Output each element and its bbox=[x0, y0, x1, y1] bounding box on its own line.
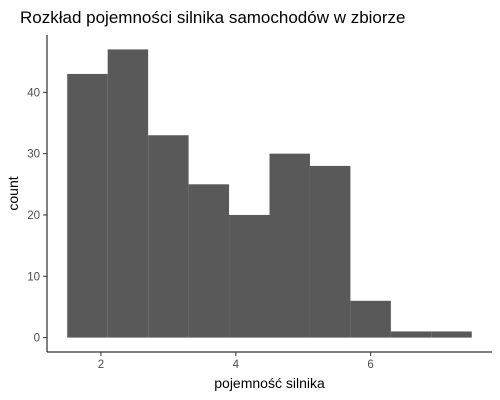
y-tick-label: 30 bbox=[27, 149, 40, 161]
histogram-bar bbox=[390, 331, 432, 338]
histogram-bar bbox=[107, 49, 149, 338]
y-tick-label: 40 bbox=[27, 87, 40, 99]
y-tick-label: 10 bbox=[27, 271, 40, 283]
histogram-bar bbox=[269, 153, 310, 338]
histogram-bar bbox=[229, 214, 270, 338]
x-axis-title: pojemność silnika bbox=[214, 375, 325, 391]
y-axis-title: count bbox=[5, 176, 21, 210]
histogram-bar bbox=[350, 300, 391, 338]
histogram-bar bbox=[67, 73, 108, 338]
histogram-bar bbox=[309, 165, 351, 338]
x-tick-label: 2 bbox=[98, 359, 104, 371]
bars-group bbox=[67, 49, 472, 338]
y-tick-label: 20 bbox=[27, 210, 40, 222]
x-tick-label: 4 bbox=[233, 359, 240, 371]
histogram-bar bbox=[148, 135, 189, 338]
axes-group bbox=[46, 35, 492, 353]
ticks-group: 0 10 20 30 40 2 4 6 bbox=[27, 87, 374, 371]
y-tick-label: 0 bbox=[34, 333, 40, 345]
chart-title: Rozkład pojemności silnika samochodów w … bbox=[20, 8, 406, 27]
histogram-bar bbox=[431, 331, 472, 338]
histogram-bar bbox=[188, 184, 230, 338]
x-tick-label: 6 bbox=[367, 359, 373, 371]
